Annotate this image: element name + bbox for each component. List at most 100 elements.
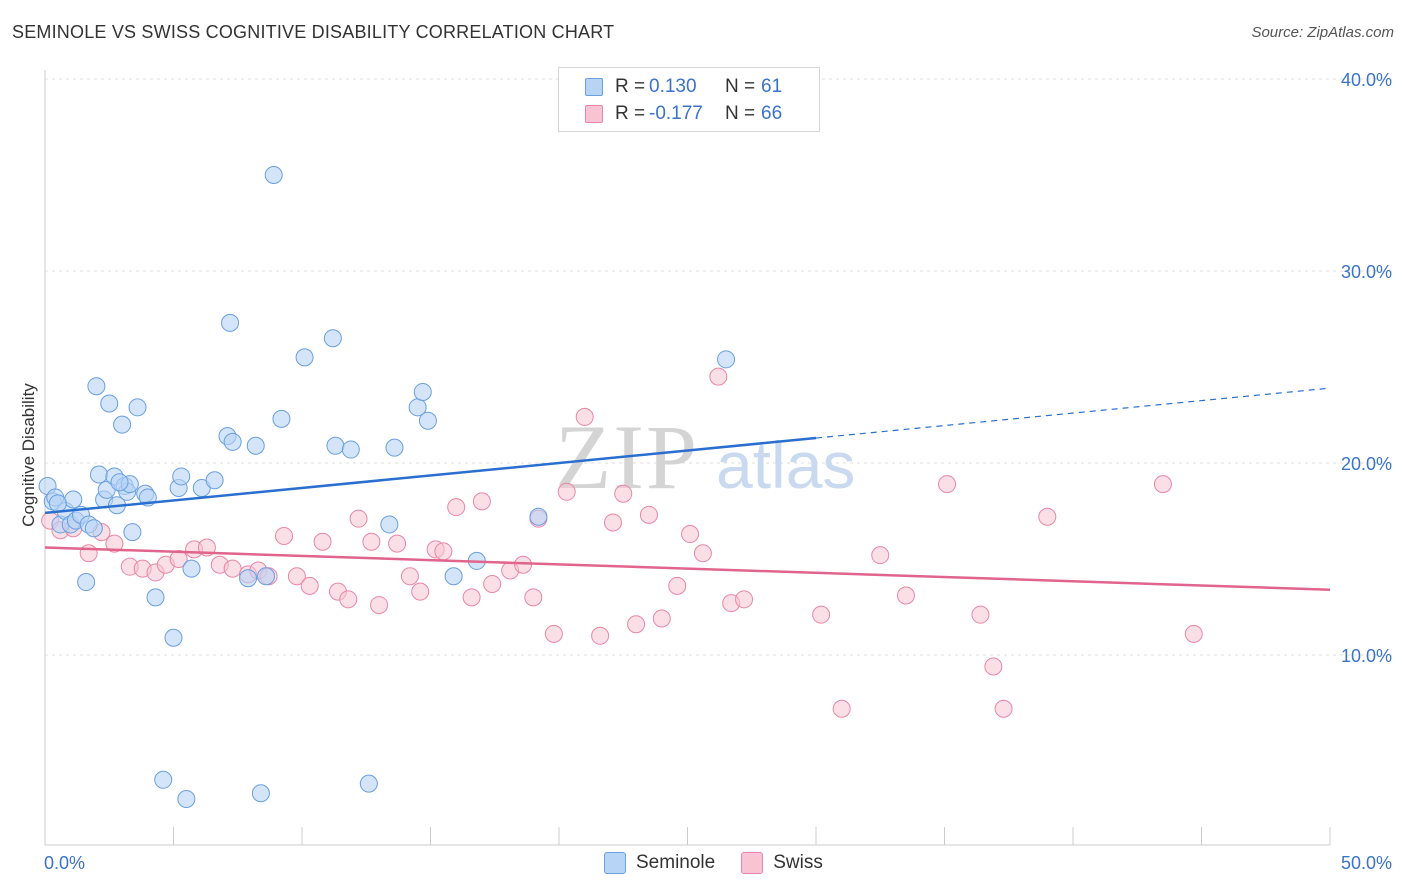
swiss-point — [591, 626, 610, 645]
seminole-point — [84, 519, 103, 538]
seminole-point — [123, 523, 142, 542]
legend-row-seminole: R = 0.130 N = 61 — [585, 75, 782, 99]
swiss-point — [472, 492, 491, 511]
swiss-point — [639, 505, 658, 524]
swiss-point — [462, 588, 481, 607]
swiss-point — [275, 526, 294, 545]
seminole-trend-line — [44, 436, 817, 515]
source-label: Source: ZipAtlas.com — [1251, 24, 1394, 41]
swiss-point — [388, 534, 407, 553]
swiss-r-label: R = — [615, 103, 646, 124]
seminole-r-label: R = — [615, 76, 646, 97]
legend-item-swiss[interactable]: Swiss — [741, 852, 823, 874]
watermark-atlas: atlas — [716, 428, 855, 502]
seminole-point — [221, 313, 240, 332]
swiss-point — [681, 525, 700, 544]
swiss-point — [652, 609, 671, 628]
seminole-r-value: 0.130 — [649, 76, 697, 97]
seminole-point — [205, 471, 224, 490]
seminole-n-label: N = — [725, 76, 756, 97]
seminole-point — [239, 569, 258, 588]
seminole-point — [246, 436, 265, 455]
swiss-point — [1038, 507, 1057, 526]
seminole-point — [100, 394, 119, 413]
seminole-point — [164, 628, 183, 647]
swiss-point — [575, 407, 594, 426]
swiss-point — [339, 590, 358, 609]
seminole-point — [146, 588, 165, 607]
y-tick-label: 30.0% — [1341, 262, 1392, 282]
swiss-point — [544, 624, 563, 643]
seminole-point — [418, 411, 437, 430]
swiss-point — [105, 534, 124, 553]
seminole-point — [444, 567, 463, 586]
seminole-point — [323, 329, 342, 348]
seminole-point — [264, 166, 283, 184]
swiss-point — [1184, 624, 1203, 643]
swiss-point — [287, 567, 306, 586]
swiss-point — [709, 367, 728, 386]
tick-labels: 10.0% 20.0% 30.0% 40.0% 0.0% 50.0% — [44, 70, 1392, 873]
swiss-r-value: -0.177 — [649, 103, 703, 124]
swiss-point — [313, 532, 332, 551]
seminole-point — [223, 432, 242, 451]
swiss-point — [169, 550, 188, 568]
swiss-point — [411, 582, 430, 601]
seminole-point — [182, 559, 201, 578]
seminole-point — [113, 415, 132, 434]
swiss-point — [614, 484, 633, 503]
seminole-point — [177, 790, 196, 808]
swiss-point — [984, 657, 1003, 676]
swiss-trend-line — [44, 546, 1331, 591]
swiss-point — [832, 699, 851, 718]
seminole-point — [154, 770, 173, 789]
swiss-point — [938, 475, 957, 494]
seminole-point — [128, 398, 147, 417]
swiss-point — [524, 588, 543, 607]
correlation-legend: R = 0.130 N = 61 R = -0.177 N = 66 — [558, 67, 820, 132]
seminole-point — [87, 377, 106, 396]
x-tick-label: 50.0% — [1341, 853, 1392, 873]
swiss-legend-label: Swiss — [773, 852, 823, 873]
swiss-legend-swatch — [741, 852, 764, 874]
seminole-point — [77, 573, 96, 592]
swiss-point — [400, 567, 419, 586]
y-axis-label: Cognitive Disability — [19, 383, 38, 527]
series-legend: Seminole Swiss — [604, 852, 849, 874]
seminole-point — [110, 473, 129, 492]
seminole-point — [326, 436, 345, 455]
seminole-point — [717, 350, 736, 369]
x-tick-label: 0.0% — [44, 853, 85, 873]
swiss-point — [1153, 475, 1172, 494]
seminole-point — [295, 348, 314, 367]
swiss-point — [896, 586, 915, 605]
y-tick-label: 20.0% — [1341, 454, 1392, 474]
legend-item-seminole[interactable]: Seminole — [604, 852, 715, 874]
swiss-n-value: 66 — [761, 103, 783, 124]
swiss-point — [349, 509, 368, 528]
swiss-point — [514, 555, 533, 574]
swiss-point — [223, 559, 242, 578]
swiss-point — [447, 498, 466, 517]
seminole-point — [341, 440, 360, 459]
swiss-point — [370, 596, 389, 615]
axes — [44, 70, 1331, 846]
seminole-points — [38, 166, 736, 808]
chart-title: SEMINOLE VS SWISS COGNITIVE DISABILITY C… — [12, 22, 615, 42]
seminole-point — [172, 467, 191, 486]
seminole-trend-extension — [815, 387, 1331, 439]
seminole-point — [89, 465, 108, 484]
swiss-swatch — [585, 105, 603, 123]
legend-row-swiss: R = -0.177 N = 66 — [585, 102, 782, 126]
y-tick-label: 10.0% — [1341, 646, 1392, 666]
seminole-point — [257, 567, 276, 586]
swiss-point — [434, 542, 453, 561]
seminole-legend-swatch — [604, 852, 626, 874]
swiss-point — [812, 605, 831, 624]
swiss-point — [994, 699, 1013, 718]
swiss-point — [668, 576, 687, 595]
seminole-swatch — [585, 78, 603, 96]
swiss-point — [483, 574, 502, 593]
seminole-point — [385, 438, 404, 457]
